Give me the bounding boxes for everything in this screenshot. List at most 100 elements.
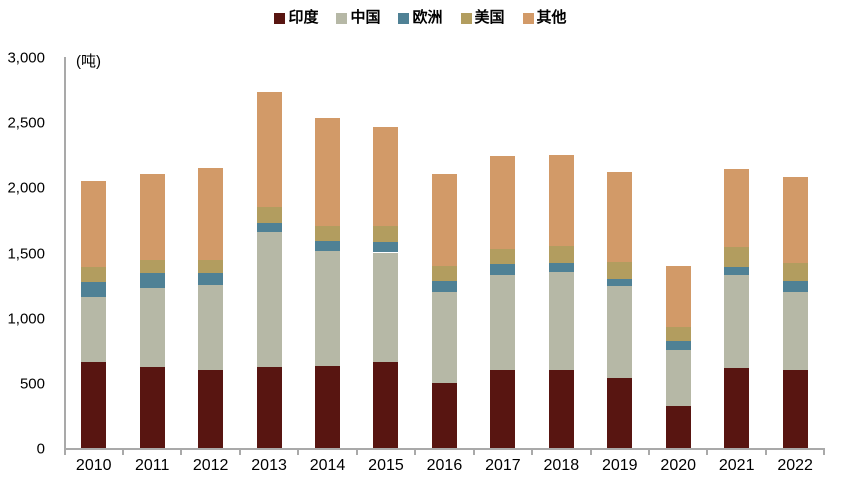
y-axis-tick-label: 3,000 bbox=[7, 49, 45, 67]
bar-segment-2012-4 bbox=[198, 167, 224, 261]
bar-segment-2013-1 bbox=[256, 231, 282, 368]
bar-segment-2021-0 bbox=[724, 368, 750, 448]
bar-segment-2011-1 bbox=[139, 287, 165, 368]
x-axis-tick-mark bbox=[823, 450, 826, 455]
bar-segment-2016-1 bbox=[431, 291, 457, 383]
bar-segment-2022-3 bbox=[782, 262, 808, 282]
legend-swatch-icon bbox=[336, 12, 348, 24]
bar-segment-2018-2 bbox=[548, 262, 574, 273]
bar-segment-2015-4 bbox=[373, 127, 399, 227]
x-axis-category-label: 2021 bbox=[718, 457, 755, 474]
bar-segment-2017-0 bbox=[490, 369, 516, 448]
bar-segment-2022-1 bbox=[782, 291, 808, 370]
y-axis-tick-label: 500 bbox=[19, 375, 45, 393]
bar-segment-2017-3 bbox=[490, 248, 516, 265]
bar-segment-2010-4 bbox=[81, 180, 107, 267]
x-axis-tick-mark bbox=[472, 450, 475, 455]
bar-segment-2020-3 bbox=[665, 326, 691, 342]
bar-segment-2014-1 bbox=[315, 251, 341, 366]
x-axis-category-label: 2019 bbox=[601, 457, 638, 474]
y-axis-tick-label: 2,500 bbox=[7, 114, 45, 132]
bar-segment-2016-4 bbox=[431, 174, 457, 266]
x-axis-category-label: 2010 bbox=[75, 457, 112, 474]
x-axis-tick-mark bbox=[238, 450, 241, 455]
bar-segment-2017-1 bbox=[490, 274, 516, 370]
x-axis-tick-mark bbox=[180, 450, 183, 455]
x-axis-category-label: 2014 bbox=[309, 457, 346, 474]
x-axis-category-label: 2012 bbox=[192, 457, 229, 474]
bar-segment-2019-2 bbox=[607, 278, 633, 287]
legend-label: 欧洲 bbox=[412, 9, 443, 26]
bar-segment-2013-2 bbox=[256, 222, 282, 232]
bar-segment-2010-2 bbox=[81, 282, 107, 297]
y-axis-tick-label: 2,000 bbox=[7, 179, 45, 197]
x-axis-tick-mark bbox=[63, 450, 66, 455]
chart-legend: 印度 中国 欧洲 美国 其他 bbox=[0, 8, 841, 28]
bar-segment-2015-0 bbox=[373, 361, 399, 448]
legend-swatch-icon bbox=[398, 12, 410, 24]
x-axis-category-label: 2020 bbox=[660, 457, 697, 474]
x-axis-tick-mark bbox=[764, 450, 767, 455]
bar-segment-2019-1 bbox=[607, 286, 633, 378]
bar-segment-2011-2 bbox=[139, 273, 165, 288]
y-axis-tick-label: 0 bbox=[36, 440, 45, 458]
x-axis-category-label: 2018 bbox=[543, 457, 580, 474]
bar-segment-2019-4 bbox=[607, 171, 633, 262]
legend-item-4: 其他 bbox=[522, 8, 567, 28]
bar-segment-2014-0 bbox=[315, 365, 341, 448]
legend-label: 印度 bbox=[288, 9, 319, 26]
bar-segment-2015-2 bbox=[373, 242, 399, 253]
bar-segment-2022-2 bbox=[782, 281, 808, 292]
bar-segment-2022-4 bbox=[782, 176, 808, 263]
bar-segment-2021-2 bbox=[724, 266, 750, 275]
bar-segment-2019-0 bbox=[607, 377, 633, 448]
x-axis-tick-mark bbox=[648, 450, 650, 455]
x-axis-tick-mark bbox=[414, 450, 417, 455]
y-axis-unit-label: (吨) bbox=[76, 53, 101, 70]
x-axis-category-label: 2016 bbox=[426, 457, 463, 474]
bar-segment-2021-4 bbox=[724, 169, 750, 248]
bar-segment-2011-0 bbox=[139, 367, 165, 448]
bar-segment-2016-0 bbox=[431, 382, 457, 448]
x-axis-tick-mark bbox=[355, 450, 358, 455]
x-axis-line bbox=[64, 448, 825, 450]
x-axis-tick-mark bbox=[589, 450, 592, 455]
x-axis-category-label: 2017 bbox=[485, 457, 521, 474]
x-axis-tick-mark bbox=[531, 450, 534, 455]
bar-segment-2016-2 bbox=[431, 281, 457, 292]
bar-segment-2020-2 bbox=[665, 341, 691, 351]
bar-segment-2018-0 bbox=[548, 369, 574, 448]
bar-segment-2011-3 bbox=[139, 260, 165, 274]
bar-segment-2014-4 bbox=[315, 118, 341, 227]
legend-label: 美国 bbox=[474, 9, 505, 26]
bar-segment-2019-3 bbox=[607, 261, 633, 279]
legend-item-2: 欧洲 bbox=[398, 8, 443, 28]
bar-segment-2013-3 bbox=[256, 206, 282, 223]
x-axis-category-label: 2011 bbox=[134, 457, 170, 474]
legend-swatch-icon bbox=[522, 12, 534, 24]
bar-segment-2011-4 bbox=[139, 174, 165, 261]
bar-segment-2015-1 bbox=[373, 252, 399, 362]
bar-segment-2010-3 bbox=[81, 266, 107, 283]
bar-segment-2014-3 bbox=[315, 226, 341, 241]
legend-label: 其他 bbox=[536, 9, 567, 26]
legend-swatch-icon bbox=[274, 12, 286, 24]
bar-segment-2012-3 bbox=[198, 260, 224, 274]
bar-segment-2021-3 bbox=[724, 247, 750, 267]
bar-segment-2013-4 bbox=[256, 92, 282, 207]
x-axis-tick-mark bbox=[121, 450, 124, 455]
y-axis-tick-label: 1,500 bbox=[7, 245, 45, 262]
bar-segment-2014-2 bbox=[315, 240, 341, 252]
y-axis-tick-label: 1,000 bbox=[7, 310, 45, 328]
bar-segment-2017-4 bbox=[490, 156, 516, 249]
bar-segment-2018-1 bbox=[548, 272, 574, 370]
legend-swatch-icon bbox=[460, 12, 472, 24]
bar-segment-2017-2 bbox=[490, 264, 516, 275]
bar-segment-2010-1 bbox=[81, 296, 107, 362]
x-axis-category-label: 2022 bbox=[777, 457, 813, 474]
bar-segment-2020-4 bbox=[665, 265, 691, 327]
y-axis-line bbox=[64, 57, 66, 450]
x-axis-tick-mark bbox=[706, 450, 709, 455]
bar-segment-2013-0 bbox=[256, 367, 282, 448]
bar-segment-2021-1 bbox=[724, 274, 750, 369]
